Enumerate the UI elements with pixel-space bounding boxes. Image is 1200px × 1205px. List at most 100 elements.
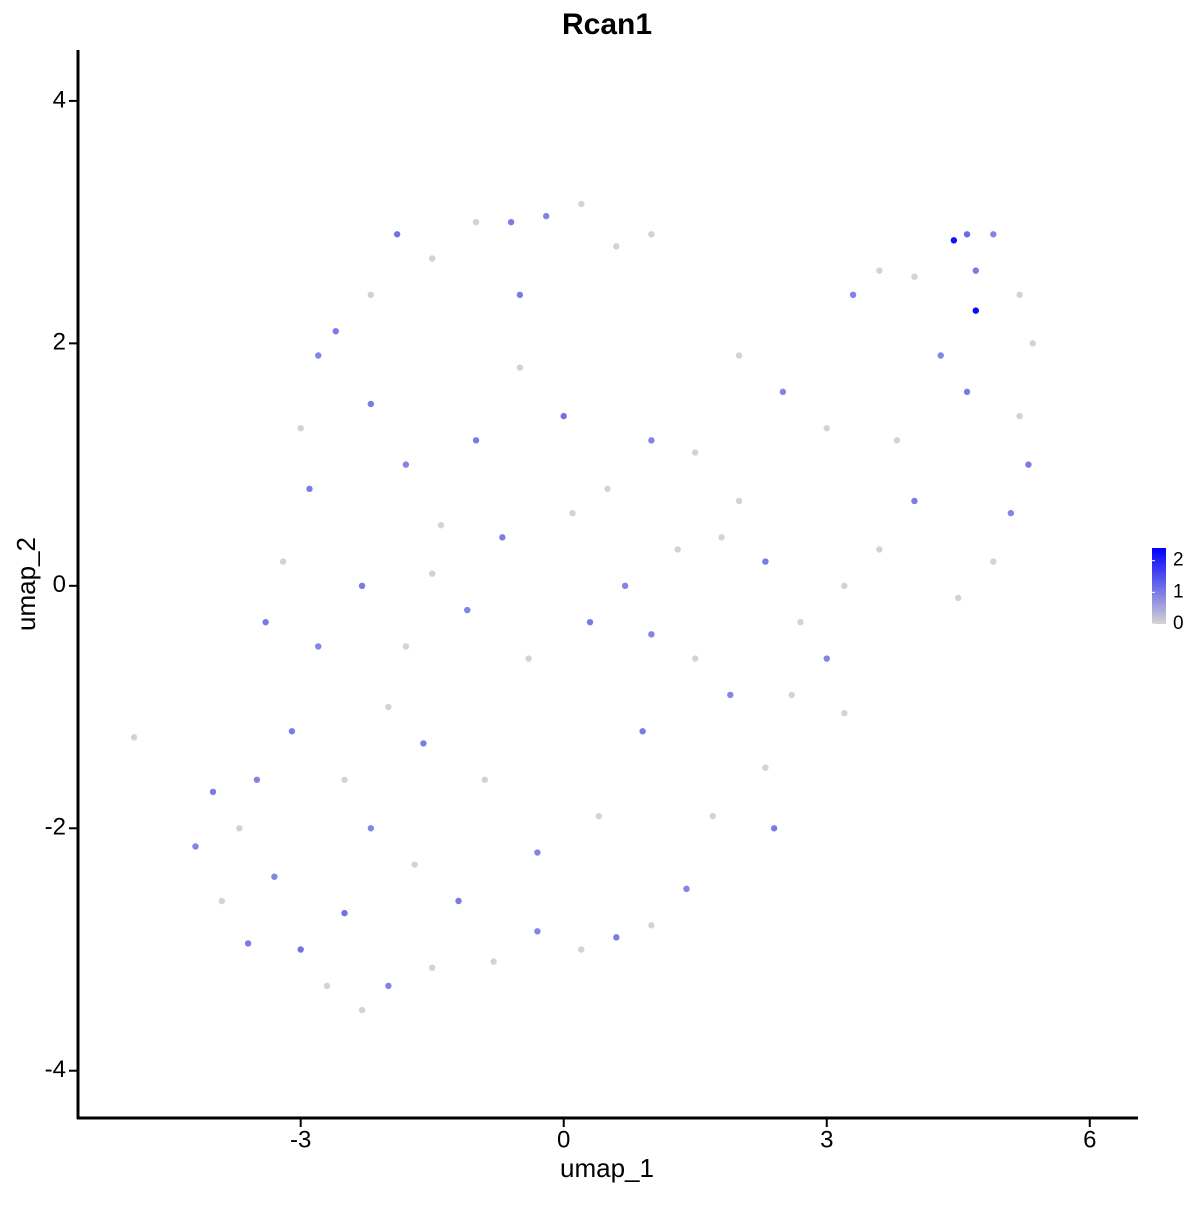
point — [393, 231, 401, 238]
point — [648, 922, 655, 929]
point — [578, 946, 585, 953]
point — [849, 291, 857, 299]
point — [648, 631, 655, 638]
point — [472, 437, 480, 444]
point — [420, 740, 427, 747]
y-axis-label: umap_2 — [11, 537, 41, 631]
point — [516, 364, 524, 371]
y-tick-label: 2 — [53, 329, 66, 356]
point — [341, 776, 348, 783]
point — [770, 825, 778, 832]
point — [823, 655, 830, 662]
point — [1007, 509, 1015, 517]
point — [315, 643, 322, 650]
point — [429, 964, 436, 971]
y-tick-label: -2 — [45, 814, 66, 841]
point — [209, 788, 217, 796]
x-tick-label: 6 — [1083, 1126, 1096, 1153]
point — [613, 243, 620, 250]
colorbar-tick-label: 2 — [1173, 550, 1184, 571]
point — [735, 497, 743, 505]
colorbar-tick-label: 0 — [1173, 613, 1184, 634]
point — [1016, 412, 1023, 420]
colorbar-tick-label: 1 — [1173, 581, 1184, 602]
point — [841, 582, 848, 590]
point — [455, 897, 462, 905]
point — [718, 534, 725, 541]
point — [192, 843, 199, 850]
point — [648, 231, 655, 238]
point — [893, 437, 901, 444]
point — [429, 570, 436, 577]
point — [507, 218, 515, 226]
point — [358, 582, 366, 590]
point — [1016, 291, 1023, 299]
point — [323, 982, 331, 990]
point — [315, 352, 322, 359]
point — [288, 728, 296, 735]
point — [586, 618, 594, 626]
point — [876, 546, 883, 553]
point — [876, 267, 883, 274]
point — [402, 643, 410, 650]
y-tick-label: 4 — [53, 86, 66, 113]
point — [130, 734, 138, 741]
point — [972, 267, 979, 274]
point — [639, 728, 646, 735]
point — [499, 534, 506, 541]
point — [823, 425, 830, 432]
point — [683, 885, 690, 893]
point — [779, 388, 787, 396]
point — [253, 776, 261, 783]
point — [385, 982, 392, 990]
point — [950, 237, 958, 244]
point — [306, 485, 313, 493]
point — [244, 940, 252, 947]
point — [621, 582, 629, 590]
point — [490, 958, 497, 965]
point — [569, 509, 576, 517]
point — [297, 946, 304, 953]
point — [534, 849, 541, 856]
point — [648, 437, 655, 444]
point — [516, 291, 524, 299]
point — [692, 655, 699, 662]
y-tick-label: 0 — [53, 571, 66, 598]
chart-title: Rcan1 — [562, 8, 652, 41]
point — [788, 691, 795, 699]
x-tick-label: -3 — [290, 1126, 311, 1153]
point — [692, 449, 699, 456]
point — [297, 425, 304, 432]
point — [560, 412, 567, 420]
point — [402, 461, 410, 468]
point — [279, 558, 287, 565]
point — [411, 861, 418, 868]
point — [595, 812, 602, 820]
point — [341, 909, 348, 917]
point — [963, 388, 971, 396]
point — [762, 558, 769, 565]
point — [990, 231, 997, 238]
point — [332, 328, 339, 335]
point — [613, 934, 620, 941]
point — [735, 352, 743, 359]
point — [481, 776, 489, 783]
point — [797, 618, 804, 626]
point — [604, 485, 611, 493]
point — [937, 352, 944, 359]
point — [218, 897, 225, 905]
point — [472, 218, 480, 226]
colorbar — [1152, 548, 1166, 624]
point — [358, 1006, 366, 1014]
point — [437, 522, 445, 529]
point — [367, 400, 375, 408]
point — [911, 497, 918, 505]
point — [911, 273, 918, 280]
point — [236, 825, 243, 832]
point — [525, 655, 532, 662]
y-tick-label: -4 — [45, 1056, 66, 1083]
point — [385, 703, 392, 711]
point — [841, 709, 848, 717]
point — [972, 307, 979, 314]
